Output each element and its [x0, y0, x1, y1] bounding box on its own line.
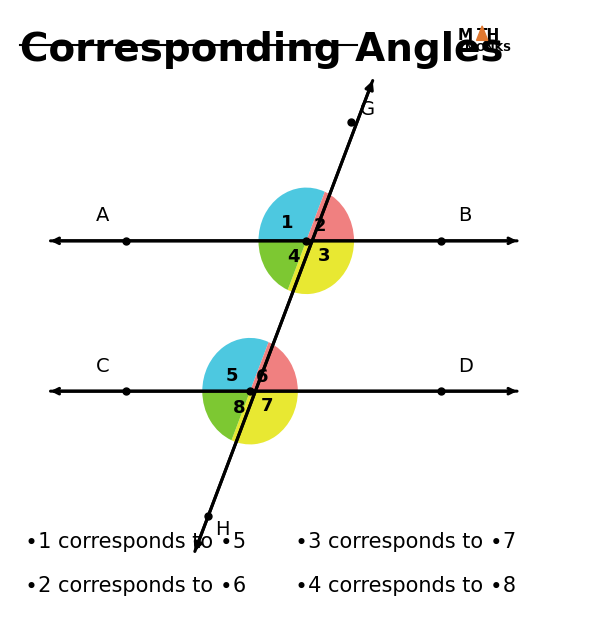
Text: B: B	[458, 206, 472, 225]
Text: 6: 6	[256, 368, 269, 386]
Text: TH: TH	[476, 28, 500, 43]
Wedge shape	[306, 191, 354, 241]
Text: 3: 3	[317, 247, 330, 265]
Text: 4: 4	[287, 248, 300, 267]
Text: A: A	[96, 206, 110, 225]
Wedge shape	[288, 241, 354, 294]
Wedge shape	[250, 342, 298, 391]
Wedge shape	[259, 241, 306, 290]
Text: 5: 5	[225, 367, 238, 385]
Text: 2: 2	[314, 217, 326, 234]
Wedge shape	[202, 338, 269, 391]
Text: G: G	[359, 100, 375, 119]
Text: H: H	[215, 520, 229, 538]
Text: M: M	[458, 28, 473, 43]
Wedge shape	[259, 188, 325, 241]
Wedge shape	[202, 391, 250, 441]
Text: 1: 1	[281, 214, 294, 232]
Text: MONKS: MONKS	[465, 44, 511, 54]
Text: 7: 7	[261, 398, 274, 415]
Text: C: C	[96, 356, 110, 375]
Text: D: D	[458, 356, 473, 375]
Text: ∙3 corresponds to ∙7: ∙3 corresponds to ∙7	[295, 532, 516, 552]
Text: Corresponding Angles: Corresponding Angles	[20, 31, 503, 69]
Text: ∙1 corresponds to ∙5: ∙1 corresponds to ∙5	[25, 532, 247, 552]
Wedge shape	[232, 391, 298, 444]
Text: 8: 8	[233, 399, 245, 416]
Polygon shape	[476, 26, 488, 40]
Text: ∙4 corresponds to ∙8: ∙4 corresponds to ∙8	[295, 576, 516, 596]
Text: ∙2 corresponds to ∙6: ∙2 corresponds to ∙6	[25, 576, 247, 596]
